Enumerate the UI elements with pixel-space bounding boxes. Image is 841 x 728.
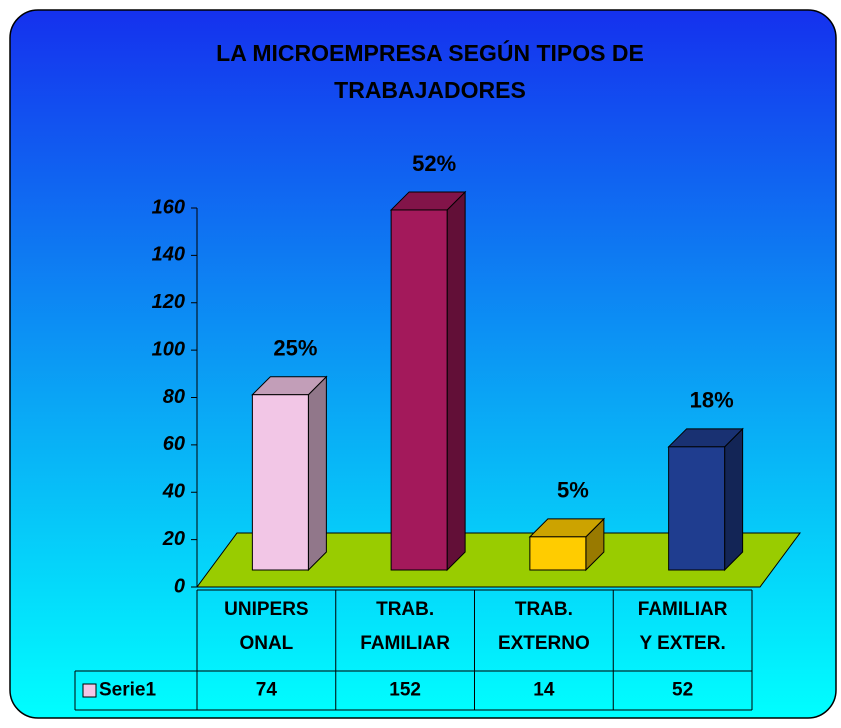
- bar: [390, 209, 448, 571]
- data-label: 18%: [690, 388, 734, 413]
- bar-side: [446, 190, 466, 572]
- y-tick-label: 80: [163, 386, 185, 408]
- data-label: 5%: [557, 478, 589, 503]
- y-tick-label: 40: [162, 481, 185, 503]
- bar-side: [307, 375, 327, 572]
- table-value: 52: [672, 680, 693, 701]
- y-tick-label: 20: [162, 528, 185, 550]
- y-tick-label: 160: [152, 196, 185, 218]
- table-value: 74: [256, 680, 278, 701]
- data-label: 25%: [273, 336, 317, 361]
- y-tick-label: 100: [152, 338, 185, 360]
- x-tick-label: TRAB. EXTERNO: [498, 599, 590, 654]
- y-tick-label: 120: [152, 291, 185, 313]
- chart-title: LA MICROEMPRESA SEGÚN TIPOS DE TRABAJADOR…: [216, 39, 644, 103]
- bar-side: [724, 427, 744, 572]
- floor: [196, 532, 801, 588]
- bar: [668, 446, 726, 571]
- y-tick-label: 0: [174, 575, 185, 597]
- x-tick-label: TRAB. FAMILIAR: [360, 599, 450, 654]
- legend-label: Serie1: [99, 680, 156, 701]
- table-value: 14: [533, 680, 555, 701]
- bar: [251, 394, 309, 571]
- bar: [529, 536, 587, 571]
- x-tick-label: UNIPERS ONAL: [224, 599, 308, 654]
- legend-swatch: [82, 683, 97, 698]
- y-tick-label: 60: [163, 433, 185, 455]
- data-label: 52%: [412, 151, 456, 176]
- x-tick-label: FAMILIAR Y EXTER.: [638, 599, 728, 654]
- table-value: 152: [389, 680, 421, 701]
- y-tick-label: 140: [152, 244, 185, 266]
